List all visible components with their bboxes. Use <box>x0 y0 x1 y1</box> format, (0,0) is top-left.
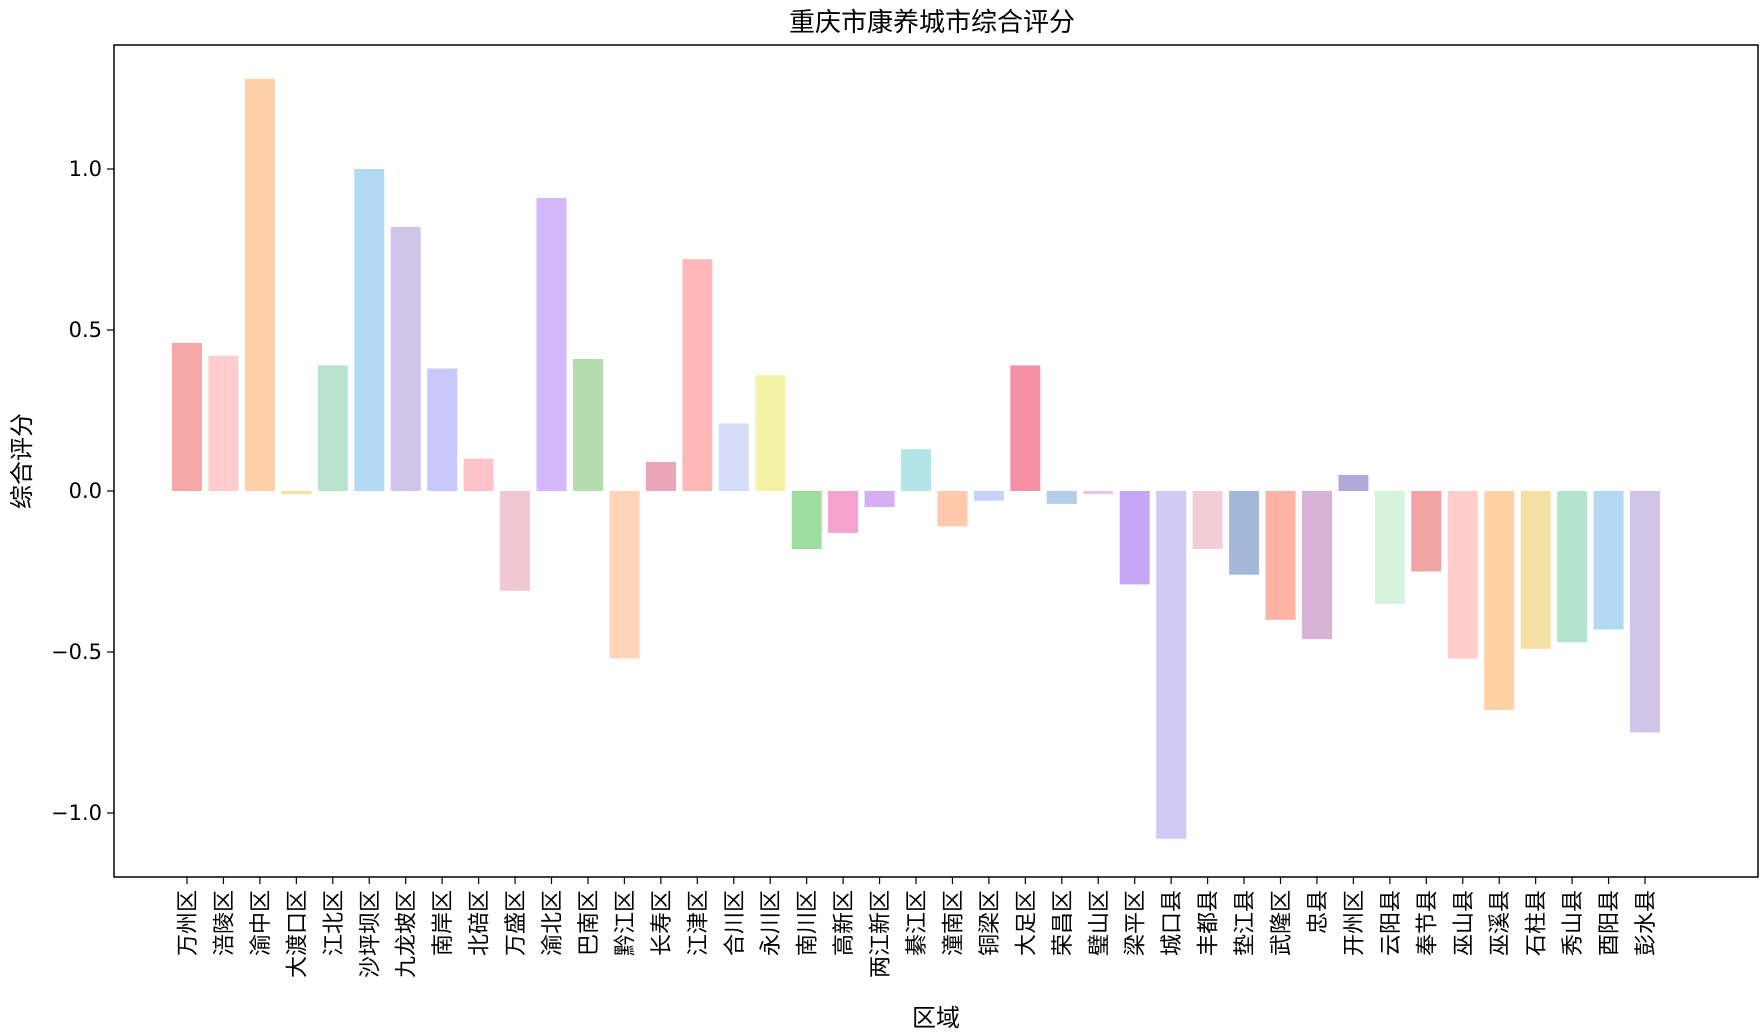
x-tick-label: 潼南区 <box>941 890 966 956</box>
x-tick-label: 彭水县 <box>1634 890 1659 956</box>
bar-两江新区 <box>864 491 895 508</box>
bar-綦江区 <box>901 449 931 491</box>
bar-巫山县 <box>1447 491 1478 659</box>
x-tick-label: 巫溪县 <box>1488 890 1513 956</box>
x-tick-label: 巴南区 <box>577 890 602 956</box>
bar-黔江区 <box>609 491 640 659</box>
y-tick-label: −0.5 <box>51 640 102 664</box>
bar-渝北区 <box>536 198 567 491</box>
x-tick-label: 秀山县 <box>1561 890 1586 956</box>
bar-沙坪坝区 <box>354 169 385 491</box>
x-tick-label: 开州区 <box>1342 890 1367 956</box>
x-tick-label: 南岸区 <box>431 890 456 956</box>
x-tick-label: 云阳县 <box>1379 890 1404 956</box>
bar-忠县 <box>1302 491 1332 640</box>
x-tick-label: 高新区 <box>832 890 857 956</box>
x-tick-label: 沙坪坝区 <box>358 890 383 978</box>
y-tick-label: 0.0 <box>69 479 102 503</box>
x-axis-label: 区域 <box>912 1004 960 1032</box>
y-tick-label: −1.0 <box>51 801 102 825</box>
x-tick-label: 城口县 <box>1160 890 1185 956</box>
x-tick-label: 梁平区 <box>1124 890 1149 956</box>
bar-南川区 <box>791 491 822 549</box>
x-tick-label: 两江新区 <box>869 890 894 978</box>
x-tick-label: 大足区 <box>1014 890 1039 956</box>
bar-永川区 <box>755 375 786 491</box>
x-tick-label: 巫山县 <box>1452 890 1477 956</box>
bar-万盛区 <box>500 491 530 591</box>
bar-巫溪县 <box>1484 491 1515 710</box>
x-tick-label: 丰都县 <box>1197 890 1222 956</box>
bar-涪陵区 <box>208 355 239 491</box>
bar-开州区 <box>1338 474 1369 491</box>
x-tick-label: 奉节县 <box>1415 890 1440 956</box>
bar-酉阳县 <box>1593 491 1624 630</box>
bar-江津区 <box>682 259 713 491</box>
bar-南岸区 <box>427 368 458 491</box>
bar-武隆区 <box>1265 491 1296 620</box>
x-tick-label: 忠县 <box>1306 890 1331 934</box>
bar-渝中区 <box>244 78 275 492</box>
x-tick-label: 永川区 <box>759 890 784 956</box>
bar-云阳县 <box>1374 491 1405 604</box>
bar-梁平区 <box>1119 491 1150 585</box>
x-tick-label: 万州区 <box>176 890 201 956</box>
x-tick-label: 渝中区 <box>249 890 274 956</box>
y-axis: −1.0 −0.5 0.0 0.5 1.0 <box>51 157 114 825</box>
bar-荣昌区 <box>1046 491 1077 504</box>
bar-高新区 <box>828 491 859 533</box>
bar-大渡口区 <box>281 491 312 495</box>
bar-丰都县 <box>1192 491 1223 549</box>
x-tick-label: 南川区 <box>796 890 821 956</box>
bar-垫江县 <box>1229 491 1260 575</box>
x-tick-label: 江津区 <box>686 890 711 956</box>
x-tick-label: 长寿区 <box>650 890 675 956</box>
x-axis: 万州区 涪陵区 渝中区 大渡口区 江北区 沙坪坝区 九龙坡区 南岸区 北碚区 万盛区 渝北区 巴南区黔… <box>176 877 1659 978</box>
bar-合川区 <box>718 423 749 491</box>
x-tick-label: 黔江区 <box>613 890 638 956</box>
bar-北碚区 <box>463 458 494 491</box>
x-tick-label: 渝北区 <box>541 890 566 956</box>
x-tick-label: 合川区 <box>723 890 748 956</box>
bar-奉节县 <box>1411 491 1442 572</box>
x-tick-label: 万盛区 <box>504 890 529 956</box>
bar-潼南区 <box>937 491 968 527</box>
x-tick-label: 涪陵区 <box>212 890 237 956</box>
x-tick-label: 九龙坡区 <box>395 890 420 978</box>
bar-秀山县 <box>1557 491 1588 643</box>
x-tick-label: 北碚区 <box>468 890 493 956</box>
x-tick-label: 江北区 <box>322 890 347 956</box>
y-tick-label: 0.5 <box>69 318 102 342</box>
x-tick-label: 铜梁区 <box>978 890 1003 956</box>
bar-江北区 <box>317 365 348 491</box>
bar-万州区 <box>172 342 202 491</box>
y-axis-label: 综合评分 <box>8 413 36 509</box>
x-tick-label: 酉阳县 <box>1598 890 1623 956</box>
bar-铜梁区 <box>973 491 1004 501</box>
bar-巴南区 <box>573 359 603 491</box>
x-tick-label: 石柱县 <box>1525 890 1550 956</box>
bar-彭水县 <box>1630 491 1660 733</box>
x-tick-label: 武隆区 <box>1270 890 1295 956</box>
x-tick-label: 荣昌区 <box>1051 890 1076 956</box>
x-tick-label: 綦江区 <box>905 890 930 956</box>
chart-title: 重庆市康养城市综合评分 <box>789 8 1075 38</box>
bar-九龙坡区 <box>390 227 421 491</box>
y-tick-label: 1.0 <box>69 157 102 181</box>
bar-石柱县 <box>1520 491 1551 649</box>
bar-城口县 <box>1156 491 1187 839</box>
bar-大足区 <box>1010 365 1041 491</box>
x-tick-label: 垫江县 <box>1233 890 1258 956</box>
bars-group <box>172 78 1660 839</box>
bar-长寿区 <box>645 462 676 491</box>
bar-璧山区 <box>1083 491 1114 495</box>
x-tick-label: 大渡口区 <box>285 890 310 978</box>
plot-frame <box>113 44 1759 878</box>
x-tick-label: 璧山区 <box>1087 890 1112 956</box>
